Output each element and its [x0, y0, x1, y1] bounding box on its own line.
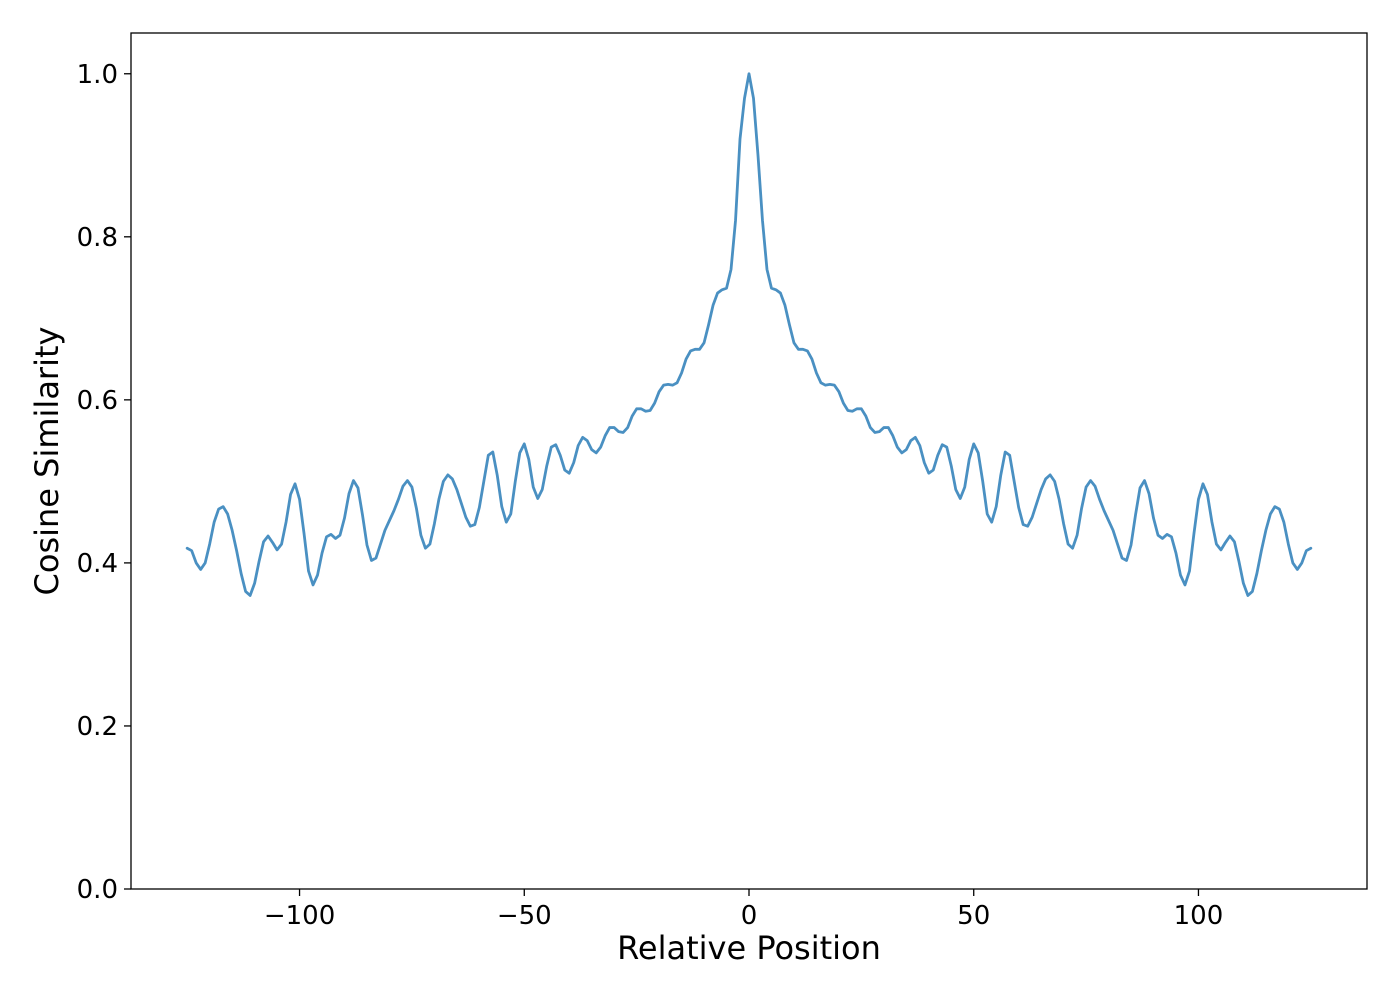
x-tick-label: −50 — [497, 901, 552, 931]
y-tick-label: 0.2 — [77, 712, 118, 742]
x-axis-ticks: −100 −50 0 50 100 — [264, 889, 1223, 931]
x-tick-label: 50 — [957, 901, 990, 931]
x-axis-title: Relative Position — [617, 929, 881, 967]
plot-frame — [130, 32, 1368, 890]
y-tick-label: 0.8 — [77, 223, 118, 253]
x-tick-label: −100 — [264, 901, 335, 931]
y-tick-label: 0.0 — [77, 875, 118, 905]
y-tick-label: 1.0 — [77, 60, 118, 90]
x-tick-label: 100 — [1174, 901, 1224, 931]
y-tick-label: 0.4 — [77, 549, 118, 579]
x-tick-label: 0 — [741, 901, 758, 931]
y-tick-label: 0.6 — [77, 386, 118, 416]
y-axis-ticks: 0.0 0.2 0.4 0.6 0.8 1.0 — [77, 60, 131, 905]
similarity-line — [185, 72, 1313, 597]
y-axis-title: Cosine Similarity — [28, 327, 66, 596]
